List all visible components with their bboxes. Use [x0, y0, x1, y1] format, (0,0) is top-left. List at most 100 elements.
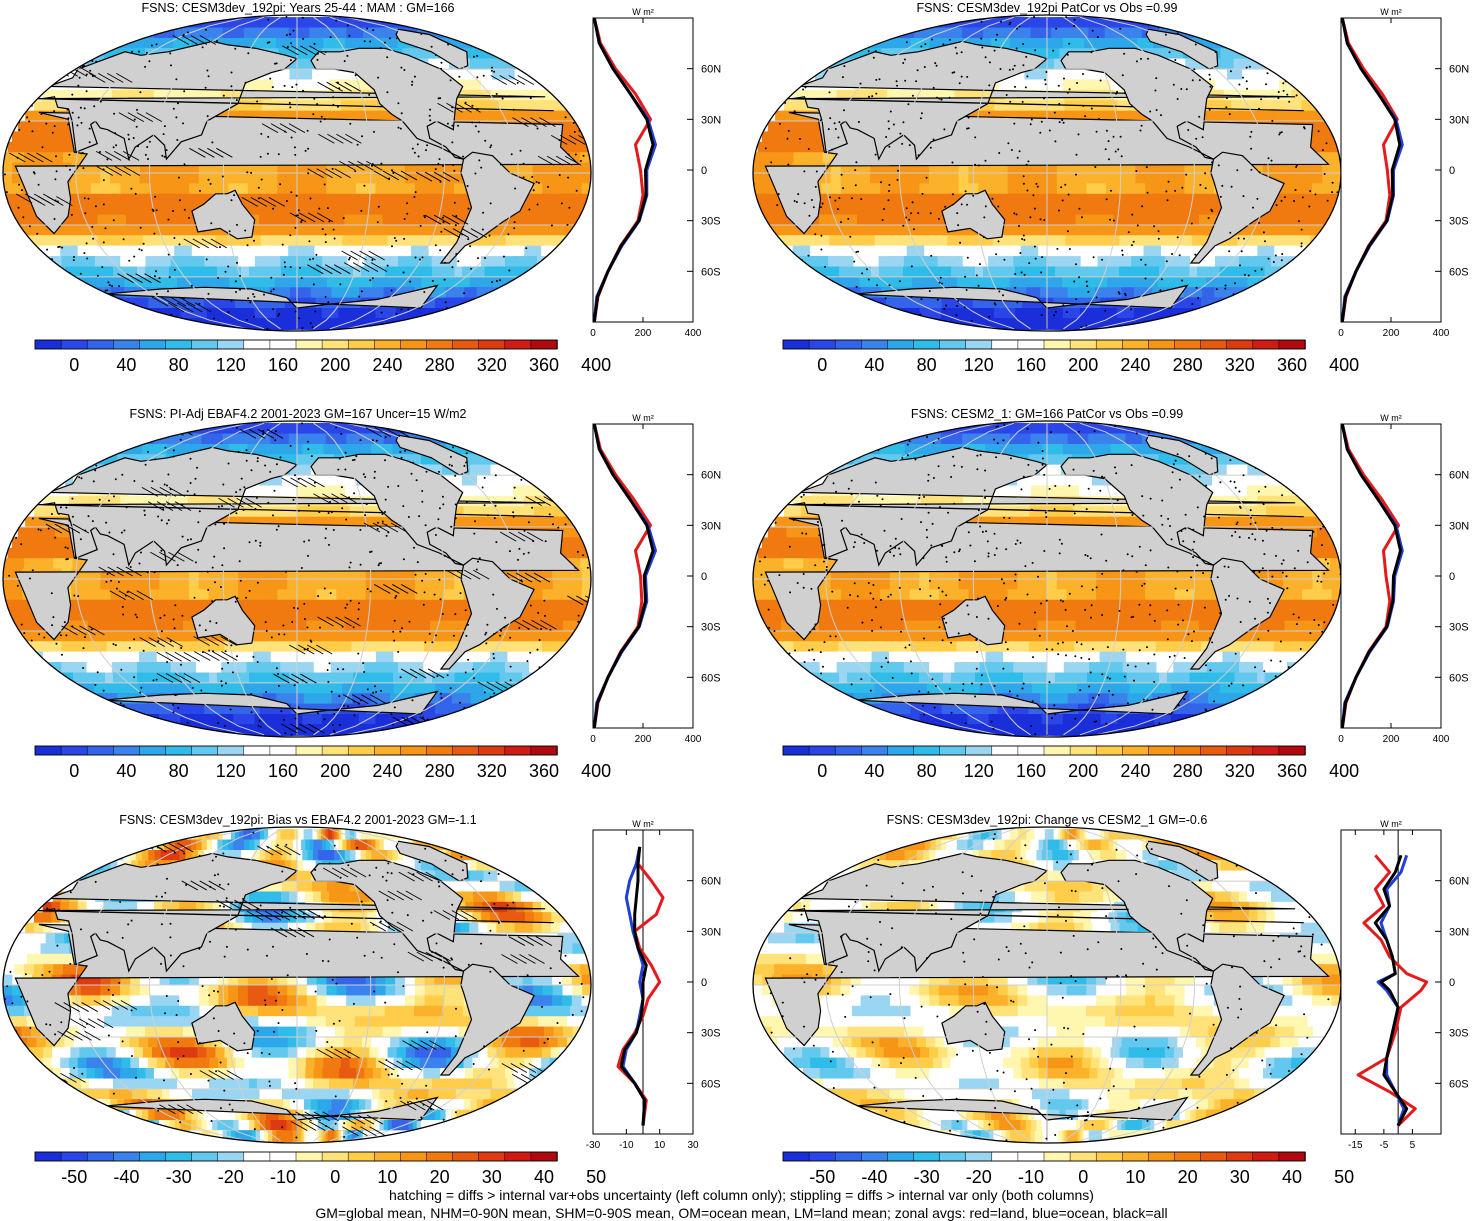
colorbar-swatch	[1226, 745, 1254, 756]
profile-lat-tick-label: 60N	[1449, 876, 1469, 888]
panel-title: FSNS: CESM2_1: GM=166 PatCor vs Obs =0.9…	[910, 407, 1184, 421]
colorbar-swatch	[1200, 339, 1228, 350]
footnote-line-1: hatching = diffs > internal var+obs unce…	[389, 1187, 1094, 1203]
colorbar-swatch	[165, 1151, 193, 1162]
profile-unit-label: W m²	[632, 819, 654, 829]
colorbar-swatch	[400, 745, 428, 756]
profile-lat-tick-label: 0	[701, 977, 707, 989]
colorbar-swatch	[1200, 745, 1228, 756]
profile-x-tick-label: 400	[1433, 734, 1450, 745]
zonal-average-line	[616, 846, 665, 1126]
colorbar-tick-label: 0	[330, 1167, 340, 1187]
colorbar-swatch	[861, 745, 889, 756]
profile-x-tick-label: -10	[619, 1140, 634, 1151]
colorbar-swatch	[165, 339, 193, 350]
colorbar-swatch	[1122, 1151, 1150, 1162]
colorbar-swatch	[504, 745, 532, 756]
colorbar-tick-label: 40	[1282, 1167, 1302, 1187]
colorbar-tick-label: 20	[1178, 1167, 1198, 1187]
colorbar-tick-label: 160	[1016, 761, 1046, 781]
colorbar-tick-label: 30	[482, 1167, 502, 1187]
profile-x-tick-label: 5	[1410, 1140, 1416, 1151]
colorbar-tick-label: -40	[113, 1167, 139, 1187]
colorbar-swatch	[217, 1151, 245, 1162]
colorbar-swatch	[1017, 339, 1045, 350]
profile-lat-tick-label: 60S	[701, 266, 721, 278]
colorbar-swatch	[374, 745, 402, 756]
profile-lat-tick-label: 60S	[1449, 1078, 1469, 1090]
colorbar-tick-label: 240	[372, 355, 402, 375]
global-map	[2, 420, 592, 738]
colorbar-swatch	[86, 1151, 115, 1162]
colorbar-tick-label: 200	[320, 355, 350, 375]
profile-lat-tick-label: 60S	[1449, 672, 1469, 684]
colorbar-swatch	[1017, 745, 1045, 756]
colorbar-swatch	[1122, 339, 1150, 350]
profile-lat-tick-label: 60N	[701, 876, 721, 888]
zonal-profile-plot: 60N 30N 0 30S 60S 0 200 400 W m²	[1338, 7, 1469, 339]
colorbar-tick-label: 120	[964, 355, 994, 375]
colorbar-tick-label: 240	[1120, 761, 1150, 781]
colorbar-swatch	[113, 745, 141, 756]
colorbar-swatch	[269, 1151, 297, 1162]
profile-x-tick-label: -5	[1379, 1140, 1388, 1151]
colorbar-swatch	[139, 339, 167, 350]
profile-lat-tick-label: 60S	[701, 1078, 721, 1090]
colorbar-swatch	[374, 1151, 402, 1162]
colorbar-swatch	[295, 745, 323, 756]
colorbar-tick-label: 320	[477, 761, 507, 781]
colorbar-swatch	[1095, 1151, 1124, 1162]
profile-x-tick-label: 200	[635, 328, 652, 339]
colorbar: -50 -40 -30 -20 -10 0 10 20 30 40 50	[782, 1151, 1354, 1187]
colorbar-tick-label: 360	[1277, 761, 1307, 781]
colorbar-tick-label: 200	[320, 761, 350, 781]
colorbar-tick-label: -20	[966, 1167, 992, 1187]
zonal-average-line	[592, 17, 655, 323]
profile-lat-tick-label: 60N	[1449, 470, 1469, 482]
colorbar-swatch	[139, 745, 167, 756]
colorbar-swatch	[913, 745, 941, 756]
colorbar-swatch	[400, 339, 428, 350]
colorbar-swatch	[530, 1151, 558, 1162]
profile-x-tick-label: 0	[590, 328, 596, 339]
profile-x-tick-label: -30	[586, 1140, 601, 1151]
colorbar-tick-label: 160	[268, 355, 298, 375]
colorbar-swatch	[913, 1151, 941, 1162]
colorbar-swatch	[295, 1151, 323, 1162]
colorbar-swatch	[1043, 339, 1071, 350]
colorbar-swatch	[113, 1151, 141, 1162]
colorbar-tick-label: 0	[1078, 1167, 1088, 1187]
colorbar-swatch	[1174, 745, 1202, 756]
colorbar-swatch	[1017, 1151, 1045, 1162]
colorbar-swatch	[782, 745, 810, 756]
colorbar-swatch	[834, 1151, 863, 1162]
zonal-average-line	[1340, 17, 1402, 323]
colorbar-swatch	[34, 339, 62, 350]
profile-x-tick-label: -15	[1348, 1140, 1363, 1151]
profile-x-tick-label: 400	[685, 328, 702, 339]
profile-lat-tick-label: 0	[701, 165, 707, 177]
profile-lat-tick-label: 60N	[701, 64, 721, 76]
profile-x-tick-label: 400	[1433, 328, 1450, 339]
colorbar: 0 40 80 120 160 200 240 280 320 360 400	[34, 339, 611, 375]
colorbar-swatch	[808, 339, 836, 350]
colorbar-tick-label: 80	[169, 761, 189, 781]
colorbar-swatch	[60, 339, 88, 350]
profile-lat-tick-label: 0	[1449, 977, 1455, 989]
colorbar-tick-label: 40	[864, 355, 884, 375]
colorbar-swatch	[86, 339, 115, 350]
colorbar-swatch	[34, 745, 62, 756]
colorbar-swatch	[426, 745, 454, 756]
colorbar-tick-label: 400	[581, 355, 611, 375]
colorbar-swatch	[113, 339, 141, 350]
zonal-profile-plot: 60N 30N 0 30S 60S 0 200 400 W m²	[590, 413, 721, 745]
colorbar-swatch	[530, 339, 558, 350]
profile-lat-tick-label: 30N	[1449, 926, 1469, 938]
colorbar-swatch	[243, 1151, 271, 1162]
profile-x-tick-label: 0	[590, 734, 596, 745]
colorbar-swatch	[478, 339, 506, 350]
colorbar-swatch	[887, 339, 915, 350]
global-map	[752, 826, 1342, 1144]
colorbar: 0 40 80 120 160 200 240 280 320 360 400	[34, 745, 611, 781]
colorbar-tick-label: 20	[430, 1167, 450, 1187]
